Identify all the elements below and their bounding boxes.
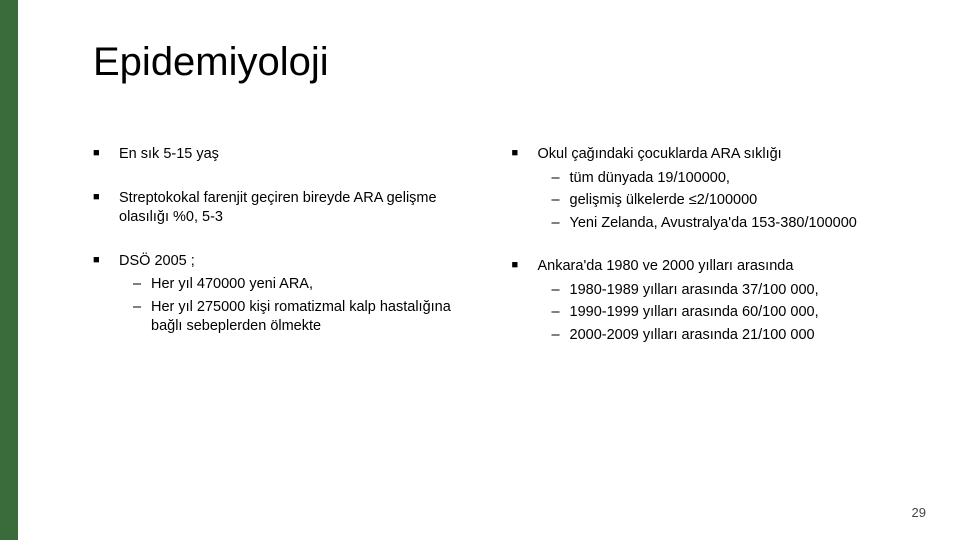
- bullet-text: Okul çağındaki çocuklarda ARA sıklığı: [538, 146, 782, 162]
- sub-bullet: 1990-1999 yılları arasında 60/100 000,: [538, 303, 901, 323]
- sub-bullet: gelişmiş ülkelerde ≤2/100000: [538, 191, 901, 211]
- bullet-item: DSÖ 2005 ; Her yıl 470000 yeni ARA, Her …: [93, 252, 482, 337]
- bullet-text: En sık 5-15 yaş: [119, 146, 219, 162]
- bullet-item: Ankara'da 1980 ve 2000 yılları arasında …: [512, 257, 901, 345]
- page-number: 29: [912, 505, 926, 520]
- bullet-item: En sık 5-15 yaş: [93, 145, 482, 165]
- sub-bullet: 1980-1989 yılları arasında 37/100 000,: [538, 281, 901, 301]
- sub-bullet: 2000-2009 yılları arasında 21/100 000: [538, 326, 901, 346]
- bullet-item: Streptokokal farenjit geçiren bireyde AR…: [93, 189, 482, 228]
- accent-bar: [0, 0, 18, 540]
- bullet-text: DSÖ 2005 ;: [119, 253, 195, 269]
- slide-content: Epidemiyoloji En sık 5-15 yaş Streptokok…: [18, 0, 960, 540]
- sub-bullet: Her yıl 470000 yeni ARA,: [119, 275, 482, 295]
- bullet-text: Streptokokal farenjit geçiren bireyde AR…: [119, 190, 437, 226]
- sub-bullet: tüm dünyada 19/100000,: [538, 169, 901, 189]
- sub-bullet: Yeni Zelanda, Avustralya'da 153-380/1000…: [538, 214, 901, 234]
- bullet-text: Ankara'da 1980 ve 2000 yılları arasında: [538, 258, 794, 274]
- slide-title: Epidemiyoloji: [93, 40, 900, 85]
- right-column: Okul çağındaki çocuklarda ARA sıklığı tü…: [512, 145, 901, 370]
- bullet-item: Okul çağındaki çocuklarda ARA sıklığı tü…: [512, 145, 901, 233]
- body-columns: En sık 5-15 yaş Streptokokal farenjit ge…: [93, 145, 900, 370]
- left-column: En sık 5-15 yaş Streptokokal farenjit ge…: [93, 145, 482, 370]
- sub-bullet: Her yıl 275000 kişi romatizmal kalp hast…: [119, 298, 482, 337]
